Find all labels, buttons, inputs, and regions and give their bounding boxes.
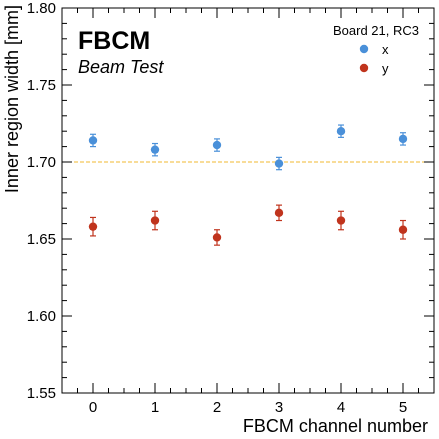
series-x: [88, 124, 408, 171]
data-point: [274, 159, 284, 168]
data-point: [274, 208, 284, 218]
data-point: [336, 127, 346, 136]
data-point: [88, 136, 98, 145]
x-tick-label: 1: [151, 399, 159, 416]
x-tick-label: 4: [337, 399, 345, 416]
data-point: [212, 233, 222, 242]
series-y: [88, 204, 408, 246]
x-tick-label: 2: [213, 399, 221, 416]
y-tick-label: 1.70: [27, 154, 56, 171]
x-tick-label: 0: [89, 399, 97, 416]
y-tick-label: 1.60: [27, 308, 56, 325]
data-point: [150, 216, 160, 225]
plot-frame: [61, 7, 435, 394]
x-tick-label: 3: [275, 399, 283, 416]
x-axis-label: FBCM channel number: [243, 416, 428, 436]
y-ticks: 1.55 1.60 1.65 1.70 1.75 1.80: [27, 0, 434, 402]
y-axis-label: Inner region width [mm]: [2, 5, 22, 193]
legend-marker-y: [359, 63, 369, 73]
data-point: [336, 216, 346, 225]
y-tick-label: 1.65: [27, 231, 56, 248]
legend: Board 21, RC3 xy: [333, 23, 419, 76]
y-tick-label: 1.80: [27, 0, 56, 17]
legend-title: Board 21, RC3: [333, 23, 419, 38]
legend-marker-x: [359, 44, 369, 54]
x-tick-label: 5: [399, 399, 407, 416]
legend-label-x: x: [382, 42, 389, 57]
data-point: [398, 225, 408, 234]
y-tick-label: 1.75: [27, 77, 56, 94]
y-tick-label: 1.55: [27, 385, 56, 402]
plot-area: [62, 124, 434, 246]
experiment-sublabel: Beam Test: [78, 57, 164, 77]
data-point: [398, 134, 408, 144]
experiment-label: FBCM: [78, 27, 150, 55]
data-point: [88, 222, 98, 231]
legend-label-y: y: [382, 61, 389, 76]
data-point: [212, 140, 222, 150]
data-point: [150, 145, 160, 154]
